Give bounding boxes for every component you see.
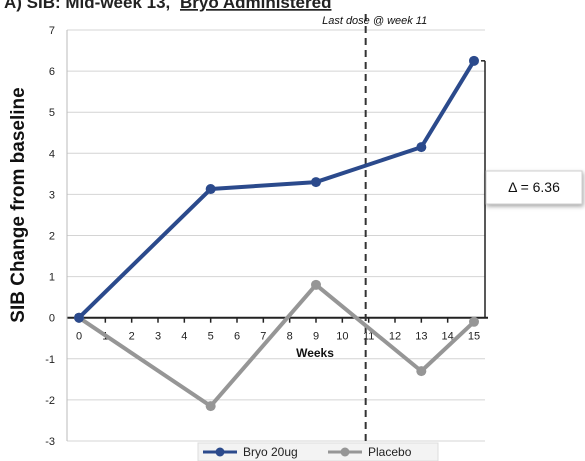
y-tick-label: 5 <box>49 107 55 119</box>
x-tick-label: 6 <box>234 331 240 343</box>
data-point-bryo-20ug <box>311 177 321 188</box>
y-tick-label: 1 <box>49 272 55 284</box>
legend: Bryo 20ug Placebo <box>197 442 439 461</box>
y-tick-label: 6 <box>49 66 55 78</box>
data-series <box>74 55 479 412</box>
legend-marker-placebo <box>340 447 350 457</box>
x-tick-label: 2 <box>129 331 135 343</box>
data-point-bryo-20ug <box>469 55 479 66</box>
x-tick-label: 15 <box>468 331 480 343</box>
x-tick-label: 10 <box>336 331 348 343</box>
y-axis-label: SIB Change from baseline <box>8 87 29 322</box>
x-tick-label: 7 <box>260 331 266 343</box>
chart-title-underlined: Bryo Administered <box>180 0 331 12</box>
x-tick-label: 0 <box>76 331 82 343</box>
legend-box <box>197 442 439 461</box>
x-tick-label: 3 <box>155 331 161 343</box>
series-line-placebo <box>77 282 476 409</box>
y-axis-ticks: -3 -2 -1 0 1 2 3 4 5 6 7 <box>45 25 55 448</box>
x-tick-label: 9 <box>313 331 319 343</box>
data-point-placebo <box>205 401 216 412</box>
svg-text:A) SIB: Mid-week 13, Bry: A) SIB: Mid-week 13, Bryo Administered <box>4 0 331 12</box>
y-tick-label: -3 <box>45 436 55 448</box>
data-point-bryo-20ug <box>205 184 216 195</box>
x-tick-label: 8 <box>287 331 293 343</box>
data-point-placebo <box>311 279 321 290</box>
y-tick-label: 0 <box>49 313 55 325</box>
x-tick-label: 5 <box>208 331 214 343</box>
grid-lines <box>67 29 485 442</box>
x-tick-label: 4 <box>181 331 187 343</box>
y-tick-label: -2 <box>45 395 55 407</box>
chart-title: A) SIB: Mid-week 13, Bryo Administered <box>4 0 331 12</box>
data-point-placebo <box>469 316 479 327</box>
y-tick-label: 2 <box>49 231 55 243</box>
delta-box <box>485 170 583 205</box>
legend-marker-bryo <box>215 447 225 457</box>
y-tick-label: -1 <box>45 354 55 366</box>
legend-label-bryo: Bryo 20ug <box>243 445 298 459</box>
data-point-bryo-20ug <box>416 142 427 153</box>
data-point-bryo-20ug <box>74 312 84 323</box>
data-point-placebo <box>416 366 427 377</box>
x-tick-label: 13 <box>415 331 427 343</box>
last-dose-label: Last dose @ week 11 <box>322 15 427 27</box>
x-tick-label: 12 <box>389 331 401 343</box>
y-tick-label: 7 <box>49 25 55 37</box>
series-line-bryo-20ug <box>77 59 476 320</box>
y-tick-label: 4 <box>49 148 55 160</box>
x-axis-label: Weeks <box>296 346 334 360</box>
y-tick-label: 3 <box>49 189 55 201</box>
chart-title-prefix: A) SIB: Mid-week 13, <box>4 0 170 12</box>
x-tick-label: 11 <box>363 331 374 343</box>
legend-label-placebo: Placebo <box>368 445 412 459</box>
x-tick-label: 14 <box>442 331 454 343</box>
delta-label: Δ = 6.36 <box>508 179 560 195</box>
delta-callout: Δ = 6.36 <box>485 170 583 205</box>
